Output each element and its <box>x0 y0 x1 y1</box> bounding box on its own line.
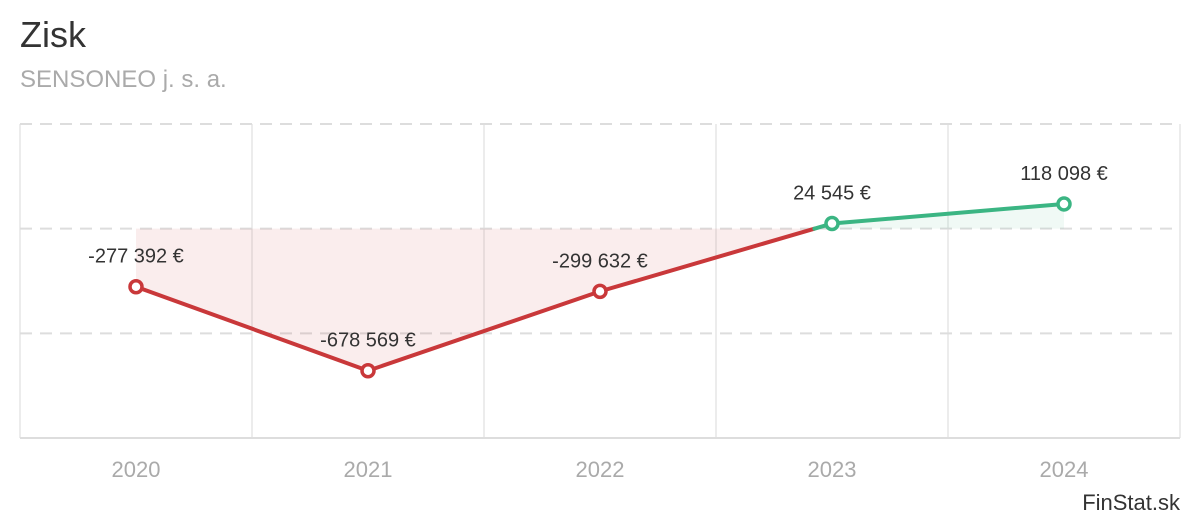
series-line-segment <box>598 226 817 294</box>
data-label: -277 392 € <box>88 246 184 268</box>
brand-label[interactable]: FinStat.sk <box>1082 490 1180 515</box>
x-tick-label: 2021 <box>344 457 393 482</box>
data-point <box>128 278 144 295</box>
data-label: 118 098 € <box>1020 163 1108 185</box>
x-tick-label: 2024 <box>1040 457 1089 482</box>
series-line-segment <box>134 284 370 373</box>
data-label: -678 569 € <box>320 330 416 352</box>
data-point <box>824 215 840 232</box>
x-tick-label: 2020 <box>112 457 161 482</box>
x-tick-label: 2023 <box>808 457 857 482</box>
x-tick-label: 2022 <box>576 457 625 482</box>
chart-subtitle: SENSONEO j. s. a. <box>20 66 227 93</box>
data-point <box>360 362 376 379</box>
data-label: 24 545 € <box>793 183 871 205</box>
chart-title: Zisk <box>20 14 86 55</box>
data-point <box>592 283 608 300</box>
series-line-segment <box>366 289 602 373</box>
series-line-segment <box>830 201 1066 226</box>
area-negative <box>368 228 600 371</box>
area-negative <box>136 228 368 371</box>
data-label: -299 632 € <box>552 250 648 272</box>
data-point <box>1056 196 1072 212</box>
